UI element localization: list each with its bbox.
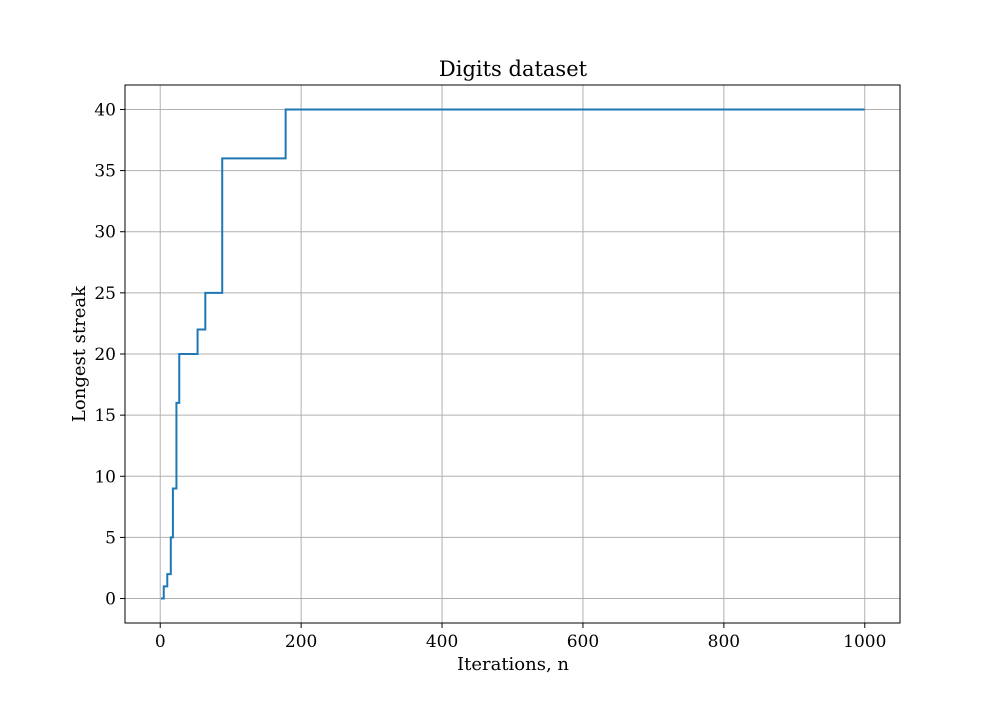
- grid: [125, 85, 900, 623]
- series-layer: [160, 108, 865, 600]
- y-axis-label: Longest streak: [69, 285, 90, 422]
- x-tick-label: 400: [426, 632, 458, 652]
- y-tick-label: 10: [94, 467, 116, 487]
- y-tick-label: 15: [94, 406, 116, 426]
- y-tick-label: 30: [94, 223, 116, 243]
- x-axis-label: Iterations, n: [457, 654, 569, 675]
- y-tick-label: 20: [94, 345, 116, 365]
- y-tick-label: 0: [105, 590, 116, 610]
- x-tick-label: 600: [567, 632, 599, 652]
- x-tick-label: 800: [708, 632, 740, 652]
- x-tick-label: 1000: [843, 632, 886, 652]
- y-tick-label: 40: [94, 100, 116, 120]
- x-tick-label: 0: [155, 632, 166, 652]
- chart-title: Digits dataset: [439, 57, 588, 81]
- ticks: 0 200 400 600 800 1000 0 5 10 15 20 25 30 35 40: [94, 100, 886, 652]
- y-tick-label: 35: [94, 162, 116, 182]
- x-tick-label: 200: [285, 632, 317, 652]
- series-line-0: [160, 108, 865, 600]
- y-tick-label: 25: [94, 284, 116, 304]
- y-tick-label: 5: [105, 528, 116, 548]
